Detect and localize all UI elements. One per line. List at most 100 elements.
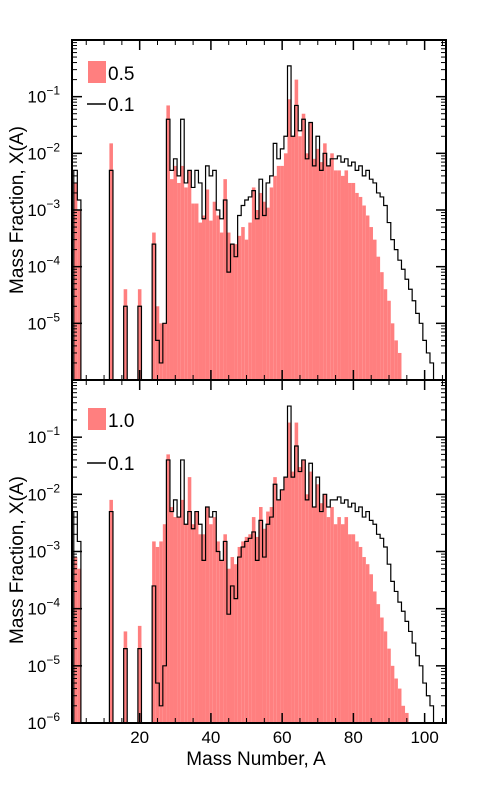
- bar-A24: [152, 232, 156, 380]
- x-tick-label: 100: [410, 728, 438, 747]
- x-tick-label: 20: [130, 728, 149, 747]
- bar-A86: [372, 239, 377, 380]
- bar-A65: [298, 136, 302, 380]
- bar-A41: [212, 517, 217, 723]
- bar-A49: [241, 227, 245, 380]
- bar-A20: [137, 289, 142, 380]
- bar-A56: [266, 511, 270, 723]
- bar-A43: [219, 232, 224, 380]
- bar-A27: [162, 323, 167, 380]
- bar-A53: [255, 210, 259, 380]
- bar-A66: [301, 459, 306, 723]
- bar-A44: [223, 179, 227, 380]
- y-tick-label: 10−1: [27, 84, 60, 107]
- bottom-legend: 1.0 0.1: [87, 408, 134, 475]
- top-y-axis-label: Mass Fraction, X(A): [7, 126, 28, 294]
- bar-A48: [237, 546, 242, 723]
- bottom-y-tick-labels: 10−6 10−5 10−4 10−3 10−2 10−1: [27, 424, 60, 733]
- bar-A88: [380, 617, 384, 723]
- bar-A64: [294, 79, 299, 380]
- bar-A71: [319, 162, 324, 380]
- bar-A79: [348, 182, 352, 380]
- bar-A92: [394, 340, 398, 380]
- bar-A80: [351, 534, 356, 723]
- bar-A71: [319, 503, 324, 723]
- bar-A67: [305, 153, 309, 380]
- bar-A69: [312, 507, 316, 723]
- bar-A87: [376, 604, 381, 723]
- bar-A28: [166, 105, 170, 380]
- bar-A72: [323, 494, 327, 723]
- bar-A25: [155, 546, 160, 723]
- bar-A3: [77, 210, 81, 380]
- bar-A41: [212, 201, 217, 380]
- bar-A87: [376, 256, 381, 380]
- legend-label-1.0: 1.0: [108, 411, 134, 432]
- bar-A51: [248, 222, 252, 380]
- y-tick-label: 10−2: [27, 140, 60, 163]
- bar-A12: [109, 143, 113, 380]
- bar-A40: [209, 220, 213, 380]
- legend-label-0.5: 0.5: [108, 64, 134, 85]
- bar-A59: [276, 165, 281, 380]
- bar-A29: [169, 507, 174, 723]
- bar-A34: [187, 477, 192, 723]
- bar-A16: [123, 631, 128, 723]
- bar-A37: [198, 222, 203, 380]
- bottom-plot-frame: [71, 379, 447, 724]
- x-axis-label: Mass Number, A: [186, 749, 326, 770]
- bar-A75: [333, 170, 338, 380]
- bar-A26: [159, 541, 163, 723]
- y-tick-label: 10−6: [27, 710, 60, 733]
- bar-A63: [291, 136, 295, 380]
- bar-A90: [387, 648, 391, 723]
- bar-A68: [308, 471, 313, 723]
- bar-A42: [216, 541, 220, 723]
- bar-A61: [283, 477, 288, 723]
- bar-A67: [305, 494, 309, 723]
- bar-A77: [340, 175, 345, 380]
- bar-A35: [191, 203, 195, 380]
- bar-A59: [276, 499, 281, 723]
- y-tick-label: 10−5: [27, 310, 60, 333]
- bar-A83: [362, 557, 366, 723]
- bar-A64: [294, 422, 299, 723]
- bar-A58: [273, 175, 277, 380]
- bar-A2: [73, 557, 78, 723]
- bar-A52: [251, 187, 256, 380]
- bar-A20: [137, 625, 142, 723]
- y-tick-label: 10−3: [27, 539, 60, 562]
- bar-A86: [372, 591, 377, 723]
- bar-A54: [259, 507, 263, 723]
- bar-A94: [401, 705, 406, 723]
- bar-A46: [230, 244, 235, 380]
- bar-A50: [244, 239, 249, 380]
- bar-A47: [234, 564, 238, 723]
- x-tick-label: 60: [273, 728, 292, 747]
- bar-A69: [312, 158, 316, 380]
- bar-A48: [237, 235, 242, 380]
- bar-A33: [184, 524, 188, 723]
- bottom-x-tick-labels: 20 40 60 80 100: [130, 728, 439, 747]
- bar-A54: [259, 192, 263, 380]
- bottom-series-0.1-steps: [73, 405, 435, 723]
- legend-label-0.1: 0.1: [108, 95, 134, 116]
- bar-A45: [226, 232, 231, 380]
- bottom-panel: 10−6 10−5 10−4 10−3 10−2 10−1 20 40 60 80 100 Mas…: [7, 379, 447, 770]
- bar-A89: [383, 631, 388, 723]
- bar-A45: [226, 568, 231, 723]
- bar-A73: [326, 165, 331, 380]
- bar-A80: [351, 182, 356, 380]
- bar-A76: [337, 170, 341, 380]
- bar-A31: [177, 182, 181, 380]
- legend-swatch-0.5: [88, 61, 106, 83]
- bar-A90: [387, 300, 391, 380]
- bar-A3: [77, 568, 81, 723]
- bar-A55: [262, 528, 267, 723]
- y-tick-label: 10−4: [27, 596, 60, 619]
- bar-A28: [166, 454, 170, 723]
- bar-A29: [169, 179, 174, 380]
- bar-A40: [209, 524, 213, 723]
